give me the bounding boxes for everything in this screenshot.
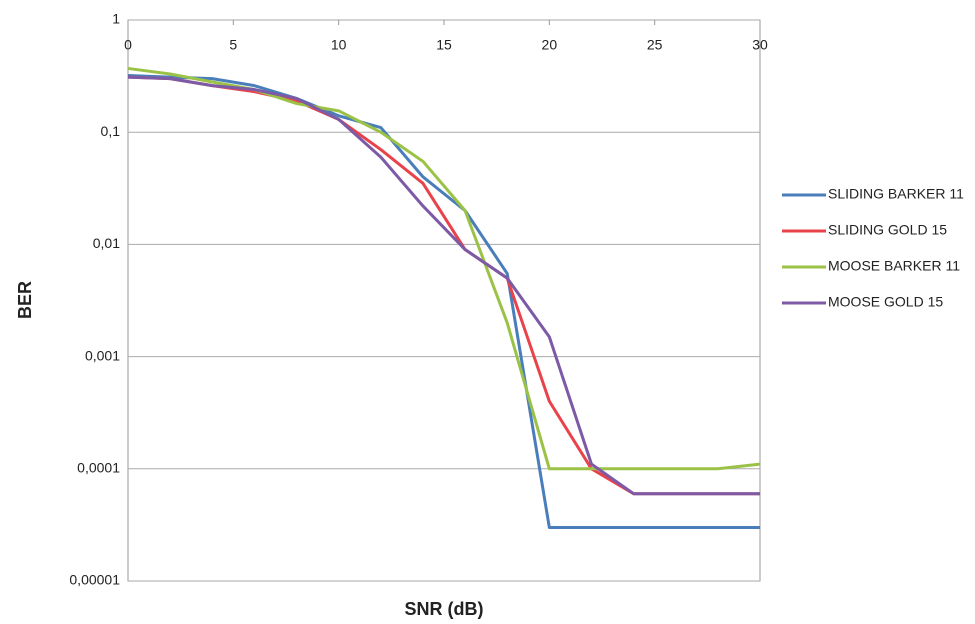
y-tick-label: 0,00001	[69, 572, 120, 588]
y-tick-label: 0,001	[85, 347, 120, 363]
x-tick-label: 15	[436, 37, 452, 53]
y-tick-label: 0,01	[93, 235, 120, 251]
x-tick-label: 20	[542, 37, 558, 53]
y-tick-label: 1	[112, 11, 120, 27]
legend-label: MOOSE GOLD 15	[828, 294, 943, 310]
legend-label: SLIDING BARKER 11	[828, 186, 964, 202]
series-line	[127, 66, 761, 471]
x-tick-label: 10	[331, 37, 347, 53]
series-line	[127, 75, 760, 496]
series-line	[127, 74, 760, 529]
x-tick-label: 5	[229, 37, 237, 53]
x-tick-label: 25	[647, 37, 663, 53]
x-tick-label: 0	[124, 37, 132, 53]
legend-label: MOOSE BARKER 11	[828, 258, 960, 274]
x-axis-title: SNR (dB)	[405, 599, 484, 619]
series-line	[127, 75, 760, 496]
x-tick-label: 30	[752, 37, 768, 53]
y-axis-title: BER	[15, 281, 35, 319]
legend-label: SLIDING GOLD 15	[828, 222, 947, 238]
y-tick-label: 0,1	[101, 123, 121, 139]
y-tick-label: 0,0001	[77, 460, 120, 476]
plot-frame	[127, 19, 761, 582]
